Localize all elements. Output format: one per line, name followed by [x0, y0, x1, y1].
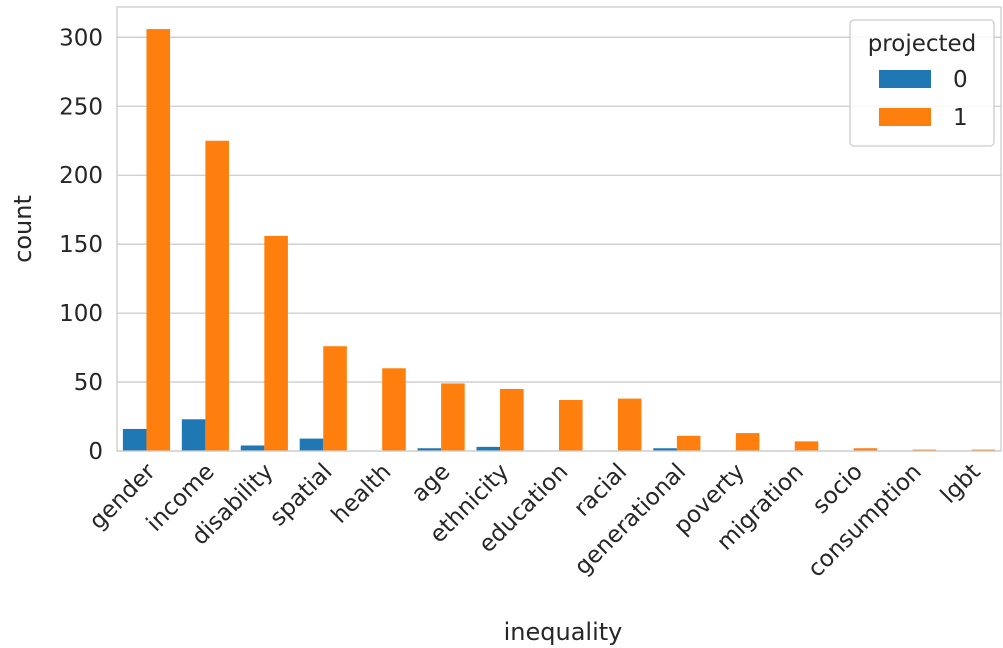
y-tick-label: 200 [59, 163, 103, 189]
legend-label-0: 0 [953, 67, 968, 93]
bar-income-0 [181, 419, 206, 451]
legend-title: projected [868, 31, 977, 57]
bar-consumption-1 [912, 449, 937, 451]
bar-generational-1 [676, 435, 701, 451]
y-tick-label: 50 [74, 370, 103, 396]
legend-items: 01 [879, 67, 968, 131]
y-tick-label: 300 [59, 25, 103, 51]
x-tick-label: spatial [265, 459, 338, 532]
bar-age-1 [441, 383, 465, 451]
bar-gender-0 [122, 428, 147, 451]
bar-health-1 [382, 368, 406, 451]
bar-disability-1 [264, 235, 288, 451]
bar-ethnicity-1 [500, 388, 524, 451]
x-tick-label: lgbt [936, 459, 986, 509]
bars [122, 29, 996, 452]
bar-education-1 [559, 399, 583, 451]
bar-income-1 [205, 140, 229, 451]
legend-swatch-1 [879, 108, 931, 126]
plot-frame [116, 6, 1002, 452]
bar-migration-1 [794, 441, 819, 451]
bar-racial-1 [617, 398, 642, 451]
legend-label-1: 1 [953, 105, 968, 131]
bar-spatial-0 [299, 438, 324, 451]
x-tick-label: health [327, 459, 397, 529]
bar-age-0 [417, 448, 442, 451]
y-tick-label: 150 [59, 232, 103, 258]
bar-generational-0 [653, 448, 677, 451]
x-tick-label: age [407, 459, 456, 508]
bar-socio-1 [853, 448, 878, 451]
legend: projected 01 [849, 19, 995, 147]
y-tick-label: 0 [88, 439, 103, 465]
bar-ethnicity-0 [476, 446, 501, 451]
y-axis-label: count [9, 195, 37, 263]
legend-swatch-0 [879, 70, 931, 88]
bar-lgbt-1 [971, 449, 996, 451]
bar-gender-1 [146, 29, 171, 452]
y-tick-labels: 0 50 100 150 200 250 300 [59, 25, 103, 465]
y-tick-label: 250 [59, 94, 103, 120]
bar-disability-0 [240, 445, 265, 451]
bar-spatial-1 [323, 346, 347, 451]
x-axis-label: inequality [504, 618, 623, 646]
y-tick-label: 100 [59, 301, 103, 327]
bar-poverty-1 [735, 433, 760, 451]
